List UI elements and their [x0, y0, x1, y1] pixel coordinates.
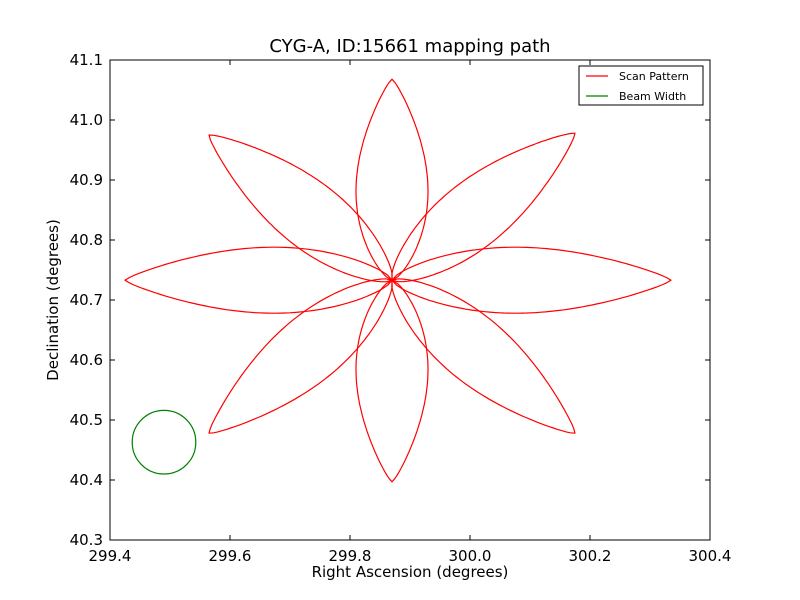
y-tick-label: 40.7 — [70, 291, 103, 309]
x-tick-label: 300.0 — [449, 547, 492, 565]
x-tick-label: 300.2 — [569, 547, 612, 565]
y-tick-label: 40.9 — [70, 171, 103, 189]
x-axis-label: Right Ascension (degrees) — [312, 563, 509, 581]
y-tick-label: 41.0 — [70, 111, 103, 129]
x-tick-label: 299.4 — [89, 547, 132, 565]
y-tick-label: 40.4 — [70, 471, 103, 489]
legend: Scan Pattern Beam Width — [578, 65, 704, 106]
y-tick-label: 40.5 — [70, 411, 103, 429]
scan-petal-2 — [391, 132, 576, 283]
y-tick-label: 40.6 — [70, 351, 103, 369]
y-axis: 40.3 40.4 40.5 40.6 40.7 40.8 40.9 41.0 41.1 — [70, 51, 710, 549]
chart-title: CYG-A, ID:15661 mapping path — [269, 36, 550, 57]
scan-petal-7 — [124, 246, 393, 314]
scan-petal-8 — [208, 134, 393, 283]
beam-width-circle — [131, 409, 197, 475]
legend-box — [578, 65, 704, 106]
y-tick-label: 41.1 — [70, 51, 103, 69]
x-axis: 299.4 299.6 299.8 300.0 300.2 300.4 — [89, 60, 732, 565]
y-tick-label: 40.3 — [70, 531, 103, 549]
legend-label-scan-pattern: Scan Pattern — [619, 70, 689, 83]
scan-petal-6 — [208, 278, 393, 434]
x-tick-label: 300.4 — [689, 547, 732, 565]
y-axis-label: Declination (degrees) — [44, 219, 62, 381]
y-tick-label: 40.8 — [70, 231, 103, 249]
scan-petal-3 — [391, 246, 672, 314]
data-layer — [124, 78, 672, 483]
plot-area — [124, 78, 672, 483]
scan-petal-5 — [355, 279, 429, 483]
x-tick-label: 299.6 — [209, 547, 252, 565]
x-tick-label: 299.8 — [329, 547, 372, 565]
legend-label-beam-width: Beam Width — [619, 90, 686, 103]
scan-petal-4 — [391, 278, 576, 434]
